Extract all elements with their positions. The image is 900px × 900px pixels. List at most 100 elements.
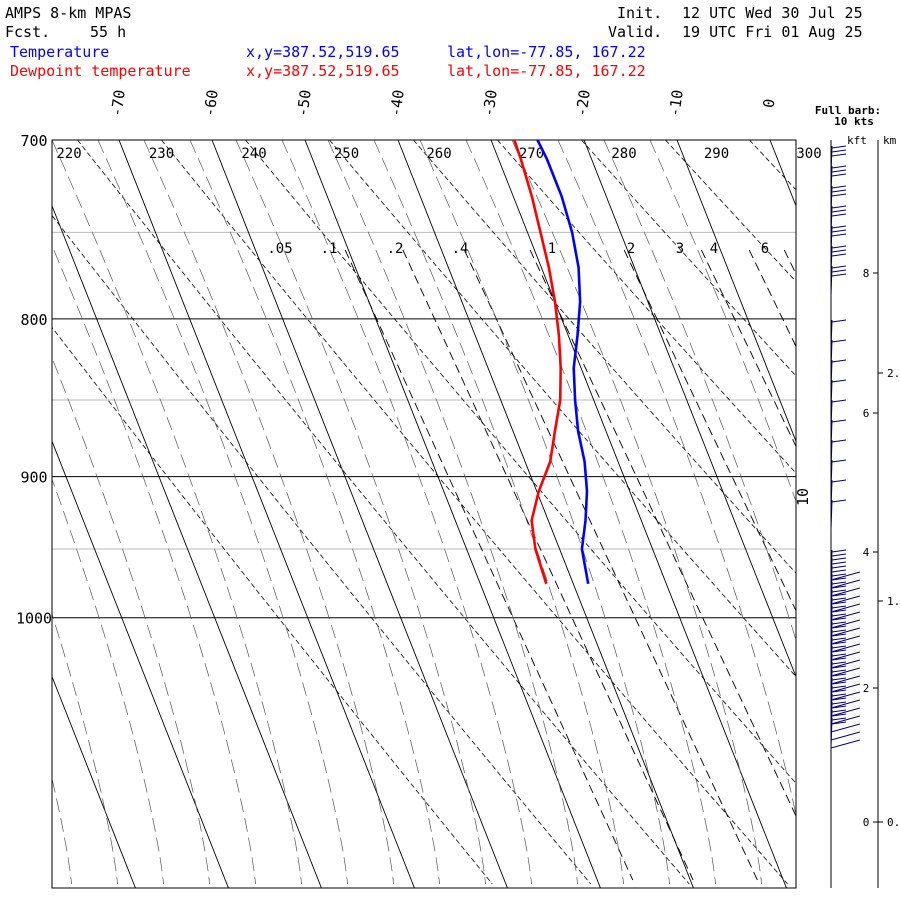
barb-flag: [830, 595, 861, 605]
kft-tick-label: 2: [863, 682, 870, 695]
barb-flag: [831, 169, 847, 173]
barb-flag: [831, 245, 847, 249]
mixing-ratio-label: 6: [761, 241, 769, 257]
barb-staff: [830, 439, 833, 471]
barb-flag: [831, 359, 847, 363]
kft-tick-label: 4: [863, 546, 870, 559]
barb-flag: [831, 253, 847, 257]
barb-flag: [831, 597, 847, 601]
barb-flag: [831, 213, 847, 217]
barb-flag: [830, 619, 861, 629]
km-tick-label: 0.: [887, 816, 900, 829]
mixing-ratio-label: 1: [548, 241, 556, 257]
barb-flag: [831, 459, 847, 463]
barb-flag: [831, 561, 847, 565]
wind-barb: [830, 379, 847, 411]
forecast-hours: 55 h: [90, 23, 127, 41]
barb-flag: [831, 601, 847, 605]
barb-staff: [830, 379, 833, 411]
barb-flag: [831, 273, 847, 277]
isotherm: [52, 204, 322, 888]
barb-flag: [830, 571, 861, 581]
barb-flag: [831, 677, 847, 681]
barb-staff: [830, 399, 833, 431]
mixing-ratio-line: [529, 249, 796, 818]
wind-barb: [830, 145, 847, 177]
wind-barb: [830, 265, 847, 297]
temperature-tick-label: -70: [107, 89, 129, 118]
wind-barb: [830, 205, 847, 237]
km-unit-label: km: [883, 134, 897, 147]
moist-adiabat: [97, 140, 348, 885]
barb-staff: [830, 419, 833, 451]
wind-barb: [830, 399, 847, 431]
moist-adiabat: [52, 140, 302, 885]
theta-label: 260: [426, 146, 451, 162]
barb-flag: [831, 617, 847, 621]
temperature-profile: [536, 140, 590, 585]
isotherm: [863, 140, 900, 888]
valid-label: Valid.: [608, 23, 663, 41]
barb-flag: [831, 581, 847, 585]
barb-flag: [831, 553, 847, 557]
barb-flag: [831, 549, 847, 553]
barb-key-speed: 10 kts: [834, 115, 874, 128]
barb-flag: [831, 637, 847, 641]
barb-staff: [830, 225, 833, 257]
pressure-tick-label: 900: [20, 469, 47, 487]
barb-flag: [830, 739, 861, 749]
barb-flag: [831, 605, 847, 609]
moist-adiabat: [0, 140, 26, 884]
isotherm: [490, 140, 787, 888]
barb-flag: [830, 667, 861, 677]
isotherm: [583, 140, 796, 678]
mixing-ratio-line: [344, 249, 634, 881]
temperature-tick-label: -40: [386, 89, 408, 118]
barb-staff: [830, 145, 833, 177]
barb-flag: [831, 379, 847, 383]
barb-flag: [831, 557, 847, 561]
barb-flag: [831, 479, 847, 483]
barb-flag: [831, 589, 847, 593]
dry-adiabat: [52, 326, 493, 885]
isotherm: [211, 140, 508, 888]
barb-staff: [830, 717, 833, 749]
dewpoint-profile: [513, 140, 563, 585]
pressure-tick-label: 1000: [16, 610, 52, 628]
barb-flag: [831, 399, 847, 403]
dry-adiabat: [245, 140, 796, 784]
init-time: 12 UTC Wed 30 Jul 25: [682, 4, 863, 22]
moist-adiabat: [52, 777, 72, 885]
theta-label: 240: [241, 146, 266, 162]
barb-flag: [831, 185, 847, 189]
mixing-ratio-line: [623, 249, 796, 612]
barb-flag: [831, 149, 847, 153]
wind-barb: [830, 225, 847, 257]
barb-staff: [830, 185, 833, 217]
theta-label: 270: [519, 146, 544, 162]
kft-tick-label: 0: [863, 816, 870, 829]
valid-time: 19 UTC Fri 01 Aug 25: [682, 23, 863, 41]
isotherm: [0, 140, 42, 888]
theta-label: 290: [704, 146, 729, 162]
plot-frame: [51, 139, 797, 889]
mixing-ratio-line: [463, 249, 758, 881]
barb-staff: [830, 479, 833, 511]
kft-tick-label: 8: [863, 267, 870, 280]
wind-barb: [830, 439, 847, 471]
barb-flag: [831, 641, 847, 645]
barb-flag: [831, 229, 847, 233]
moist-adiabat: [281, 140, 532, 885]
dewpoint-xy: x,y=387.52,519.65: [246, 62, 400, 80]
moist-adiabat: [557, 140, 796, 817]
barb-flag: [831, 693, 847, 697]
barb-flag: [831, 609, 847, 613]
barb-flag: [830, 707, 861, 717]
mixing-ratio-label: .2: [387, 241, 404, 257]
barb-flag: [831, 577, 847, 581]
wind-barb-panel: Full barb:10 kts kft km 8 6 4 2 0 2. 1. 0.: [815, 104, 900, 888]
wind-barb: [830, 245, 847, 277]
diagram-grid: [0, 140, 900, 888]
moist-adiabat: [649, 140, 796, 503]
